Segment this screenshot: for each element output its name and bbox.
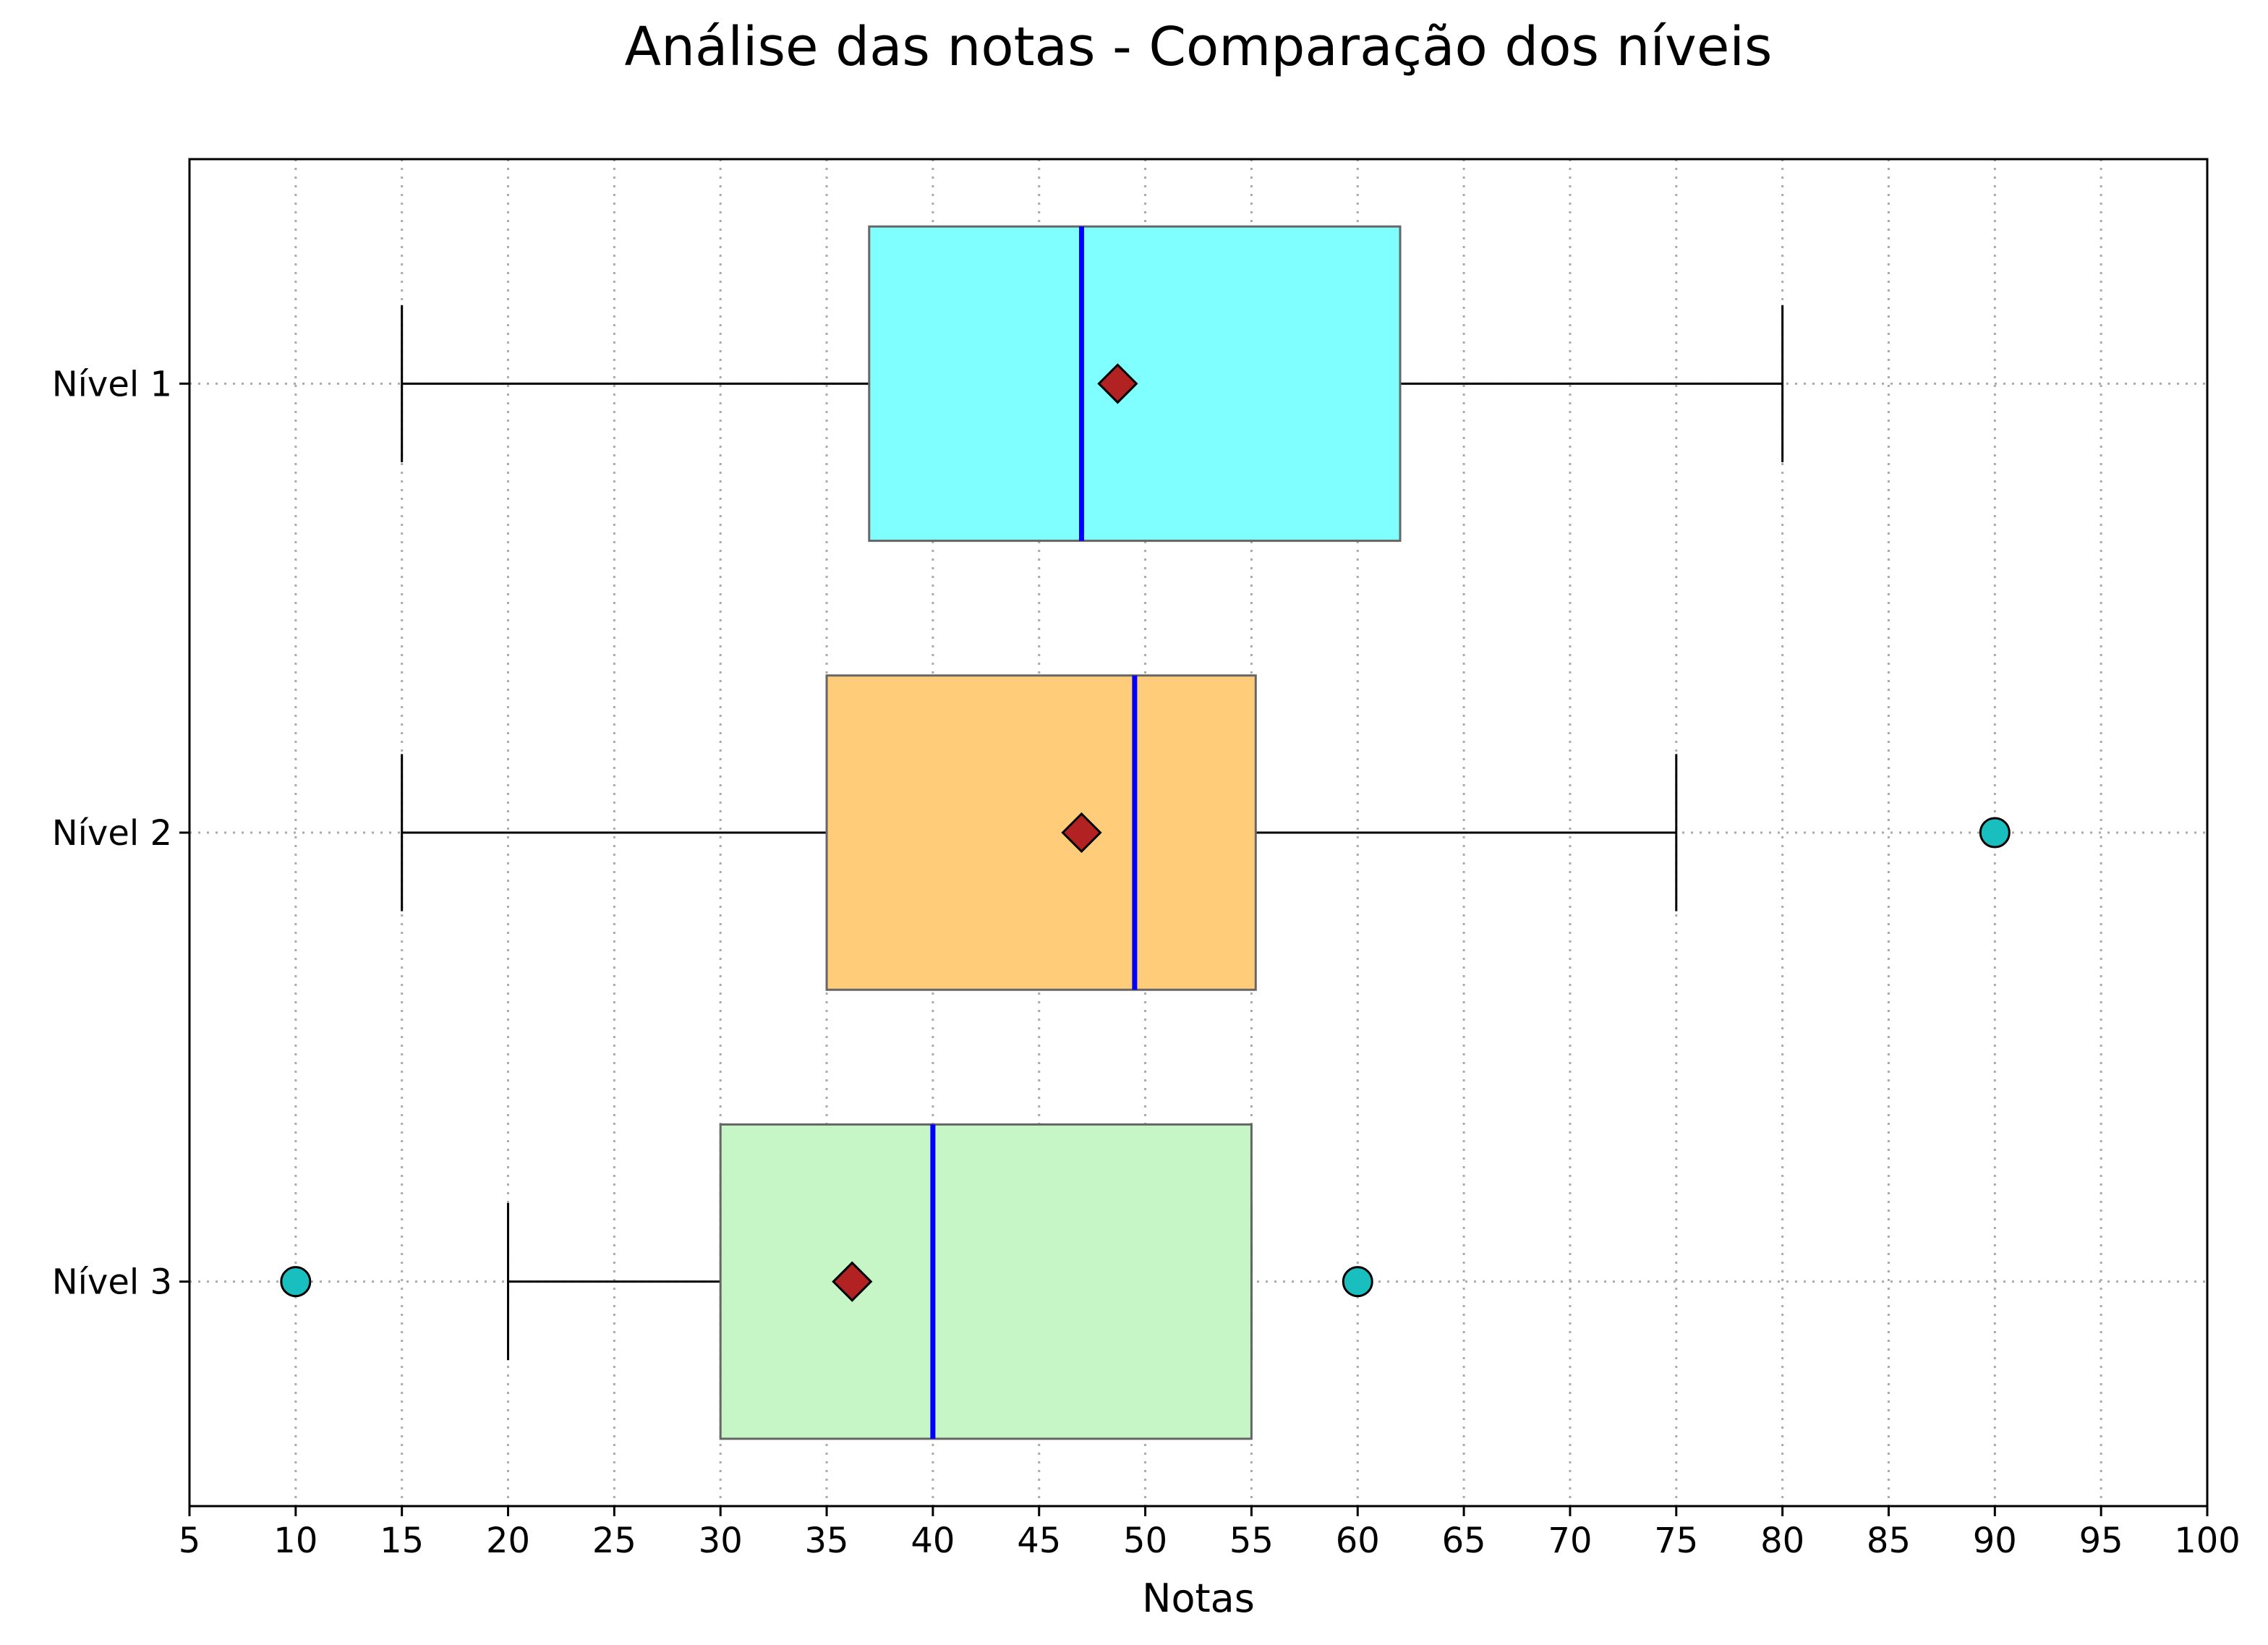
mean-marker	[1061, 812, 1102, 854]
x-tick-label: 65	[1442, 1521, 1486, 1561]
x-tick-label: 100	[2174, 1521, 2241, 1561]
x-tick-label: 80	[1760, 1521, 1804, 1561]
x-tick-label: 45	[1017, 1521, 1061, 1561]
x-tick-label: 35	[805, 1521, 849, 1561]
y-tick-label: Nível 1	[52, 364, 172, 404]
mean-marker	[832, 1261, 873, 1302]
x-tick-label: 55	[1229, 1521, 1274, 1561]
x-tick-label: 95	[2079, 1521, 2123, 1561]
x-tick-label: 50	[1123, 1521, 1167, 1561]
x-tick-label: 90	[1973, 1521, 2017, 1561]
x-tick-label: 5	[179, 1521, 201, 1561]
box-group	[280, 1123, 1373, 1440]
outlier-point	[1979, 817, 2011, 849]
x-tick-label: 30	[699, 1521, 743, 1561]
mean-marker	[1097, 363, 1138, 404]
outlier-point	[1342, 1266, 1373, 1298]
x-axis-label: Notas	[1142, 1576, 1255, 1621]
x-tick-label: 70	[1548, 1521, 1592, 1561]
box-layer	[280, 225, 2011, 1440]
axis-layer: 5 10 15 20 25 30 35 40 45 50 55 60 65 70 75 80 85 90 95 100…	[52, 364, 2241, 1561]
y-tick-label: Nível 2	[52, 813, 172, 854]
x-tick-label: 75	[1654, 1521, 1698, 1561]
x-tick-label: 10	[273, 1521, 317, 1561]
y-tick-label: Nível 3	[52, 1262, 172, 1303]
iqr-box	[719, 1123, 1253, 1440]
x-tick-label: 85	[1867, 1521, 1911, 1561]
iqr-box	[825, 674, 1257, 991]
box-group	[401, 674, 2011, 991]
box-group	[401, 225, 1784, 543]
x-tick-label: 15	[380, 1521, 424, 1561]
x-tick-label: 40	[911, 1521, 955, 1561]
x-tick-label: 60	[1336, 1521, 1380, 1561]
chart-title: Análise das notas - Comparação dos nívei…	[625, 16, 1773, 78]
x-tick-label: 25	[592, 1521, 636, 1561]
outlier-point	[280, 1266, 312, 1298]
x-tick-label: 20	[486, 1521, 530, 1561]
